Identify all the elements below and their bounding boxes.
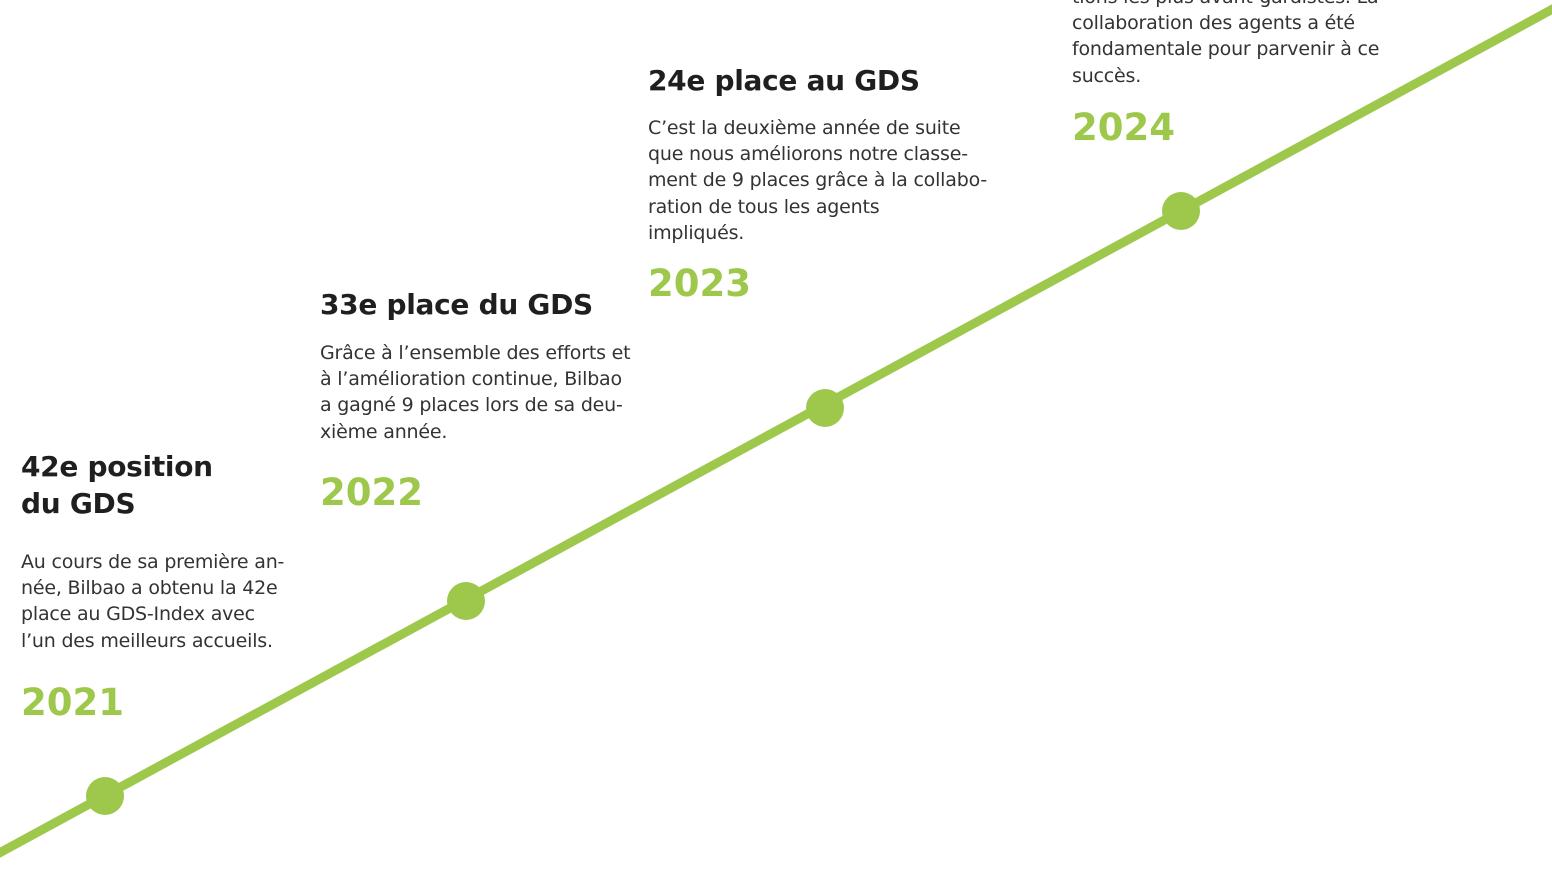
item-text: C’est la deuxième année de suite [648, 116, 961, 139]
timeline-dot [86, 777, 124, 815]
item-text: ment de 9 places grâce à la collabo- [648, 169, 988, 192]
item-text: tions les plus avant-gardistes. La [1072, 0, 1379, 10]
item-text: impliqués. [648, 222, 745, 245]
item-text: l’un des meilleurs accueils. [21, 629, 273, 652]
item-text: fondamentale pour parvenir à ce [1072, 38, 1380, 61]
item-title: 33e place du GDS [320, 287, 593, 321]
item-text: collaboration des agents a été [1072, 12, 1355, 35]
timeline-dot [1162, 192, 1200, 230]
item-text: Au cours de sa première an- [21, 550, 285, 573]
item-text: xième année. [320, 420, 448, 443]
item-year: 2023 [648, 262, 751, 305]
item-text: place au GDS-Index avec [21, 603, 255, 626]
item-year: 2024 [1072, 106, 1175, 149]
item-text: ration de tous les agents [648, 195, 880, 218]
item-title: 42e position [21, 449, 213, 483]
timeline-dot [806, 389, 844, 427]
item-text: née, Bilbao a obtenu la 42e [21, 577, 278, 600]
item-title: du GDS [21, 486, 136, 520]
item-text: Grâce à l’ensemble des efforts et [320, 341, 631, 364]
item-year: 2021 [21, 681, 124, 724]
item-text: à l’amélioration continue, Bilbao [320, 368, 622, 391]
timeline-dot [447, 582, 485, 620]
timeline-line [0, 4, 1552, 858]
item-text: que nous améliorons notre classe- [648, 143, 968, 166]
item-year: 2022 [320, 471, 423, 514]
item-text: a gagné 9 places lors de sa deu- [320, 394, 623, 417]
item-title: 24e place au GDS [648, 63, 920, 97]
item-text: succès. [1072, 64, 1142, 87]
